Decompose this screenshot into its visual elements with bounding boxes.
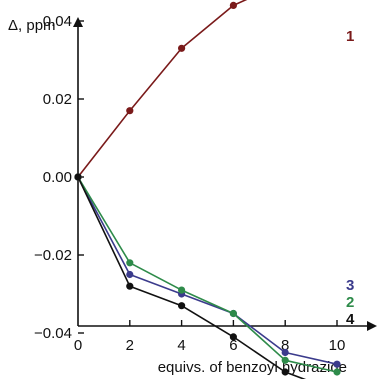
y-tick-label: −0.04 [34,325,72,342]
x-tick-label: 8 [281,337,289,354]
data-point-series-1 [126,107,134,115]
series-line-3 [77,176,338,365]
data-point-series-2 [229,309,237,318]
series-label-1: 1 [346,28,354,45]
series-line-2 [77,176,338,373]
y-tick-label: 0.02 [43,91,72,108]
series-line-4 [77,176,307,379]
y-tick-label: 0.04 [43,13,72,30]
data-point-series-1 [178,44,186,52]
data-point-series-2 [281,356,289,364]
series-label-4: 4 [346,311,355,328]
x-tick-label: 6 [229,337,237,354]
data-point-series-2 [126,259,134,267]
y-tick-label: 0.00 [43,169,72,186]
x-tick-label: 10 [329,337,346,354]
x-tick-label: 0 [74,337,82,354]
data-point-series-4 [74,173,82,181]
data-point-series-3 [126,270,134,279]
data-point-series-1 [229,1,237,9]
data-point-series-4 [229,333,237,341]
x-tick-label: 2 [126,337,134,354]
y-axis-title: Δ, ppm [8,17,56,34]
data-point-series-2 [178,286,186,294]
data-point-series-4 [281,368,289,376]
data-point-series-2 [333,368,341,376]
data-point-series-4 [178,302,186,310]
data-point-series-3 [333,360,341,368]
data-point-series-3 [281,348,289,357]
x-ticks: 0 2 4 6 8 10 [74,320,346,354]
series-layer [74,0,341,379]
y-ticks: 0.04 0.02 0.00 −0.02 −0.04 [34,13,84,342]
x-tick-label: 4 [177,337,185,354]
series-label-2: 2 [346,294,354,311]
series-label-3: 3 [346,277,354,294]
y-tick-label: −0.02 [34,247,72,264]
series-line-1 [77,0,248,178]
data-point-series-4 [126,282,134,290]
